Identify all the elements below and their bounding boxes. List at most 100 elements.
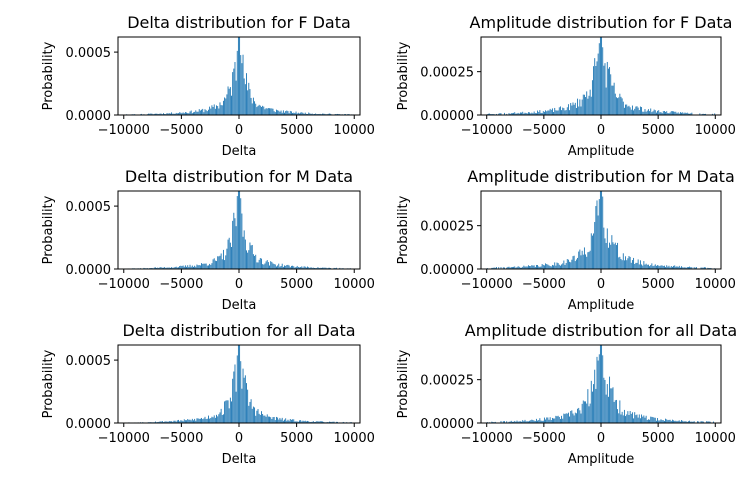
- bar: [509, 267, 511, 269]
- bar: [519, 421, 521, 423]
- bar: [587, 98, 589, 115]
- bar: [216, 261, 217, 269]
- bar: [289, 110, 291, 115]
- bar: [201, 263, 203, 269]
- bar: [277, 417, 279, 423]
- bar: [287, 111, 289, 115]
- bar: [302, 267, 304, 269]
- bar: [515, 267, 517, 269]
- bar: [605, 242, 607, 269]
- bar: [322, 421, 324, 423]
- bar: [269, 265, 270, 269]
- bar: [309, 267, 311, 269]
- bar: [172, 421, 174, 423]
- bar: [293, 112, 295, 115]
- bar: [550, 266, 552, 269]
- bar: [633, 110, 635, 115]
- bar: [679, 267, 681, 269]
- bar: [677, 420, 679, 423]
- bar: [658, 420, 660, 423]
- bar: [297, 421, 299, 423]
- bar: [573, 104, 575, 115]
- bar: [329, 421, 330, 423]
- bar: [561, 415, 563, 423]
- bar: [219, 412, 221, 423]
- bars: [125, 345, 353, 423]
- bar: [182, 421, 184, 423]
- bar: [180, 112, 182, 115]
- bar: [658, 110, 660, 115]
- bar: [243, 230, 245, 269]
- bar: [169, 421, 171, 423]
- bar: [240, 198, 242, 269]
- bar: [547, 417, 549, 423]
- bar: [259, 258, 261, 269]
- bar: [508, 421, 510, 423]
- bar: [681, 420, 683, 423]
- bar: [542, 111, 544, 115]
- bar: [589, 250, 591, 269]
- bar: [651, 112, 653, 115]
- bar: [597, 215, 599, 269]
- bar: [154, 421, 156, 423]
- bar: [658, 265, 660, 269]
- bar: [636, 106, 638, 115]
- bar: [193, 112, 194, 115]
- bar: [585, 97, 587, 115]
- bar: [524, 266, 526, 269]
- bar: [647, 419, 649, 423]
- bar: [281, 417, 283, 423]
- bar: [691, 421, 693, 423]
- y-axis-label: Probability: [396, 41, 411, 110]
- bar: [320, 267, 322, 269]
- bar: [210, 264, 212, 269]
- bar: [623, 260, 625, 269]
- bars: [486, 191, 716, 269]
- y-tick-label: 0.0005: [66, 200, 112, 215]
- bar: [198, 109, 200, 115]
- bar: [330, 421, 332, 423]
- axes-frame: [480, 344, 722, 424]
- bar: [646, 419, 648, 423]
- bar: [565, 413, 567, 423]
- bar: [660, 265, 662, 269]
- bar: [179, 112, 181, 115]
- bar: [530, 420, 532, 423]
- bar: [665, 267, 667, 269]
- bar: [702, 113, 704, 115]
- bar: [275, 109, 277, 115]
- bar: [194, 418, 196, 423]
- bar: [561, 264, 563, 269]
- bar: [689, 266, 691, 269]
- bar: [646, 110, 648, 115]
- bar: [167, 421, 169, 423]
- bar: [251, 103, 253, 115]
- bar: [314, 113, 315, 115]
- bar: [308, 267, 310, 269]
- bar: [541, 420, 543, 423]
- bar: [208, 109, 209, 115]
- bar: [701, 267, 703, 269]
- bar: [559, 265, 561, 269]
- bar: [149, 113, 151, 115]
- bar: [178, 267, 179, 269]
- bar: [186, 266, 188, 269]
- bar: [522, 266, 524, 269]
- bar: [563, 413, 565, 423]
- bar: [708, 421, 710, 423]
- bar: [566, 259, 568, 269]
- bar: [575, 259, 577, 269]
- bar: [237, 191, 239, 269]
- bar: [682, 420, 684, 423]
- bar: [538, 420, 540, 423]
- bar: [515, 113, 517, 115]
- bar: [596, 61, 598, 115]
- bar: [214, 417, 216, 423]
- bar: [211, 105, 213, 115]
- bar: [183, 419, 185, 423]
- y-tick-label: 0.0000: [66, 109, 112, 124]
- bar: [166, 113, 168, 115]
- bar: [235, 80, 237, 115]
- bar: [197, 418, 199, 423]
- bar: [288, 113, 290, 115]
